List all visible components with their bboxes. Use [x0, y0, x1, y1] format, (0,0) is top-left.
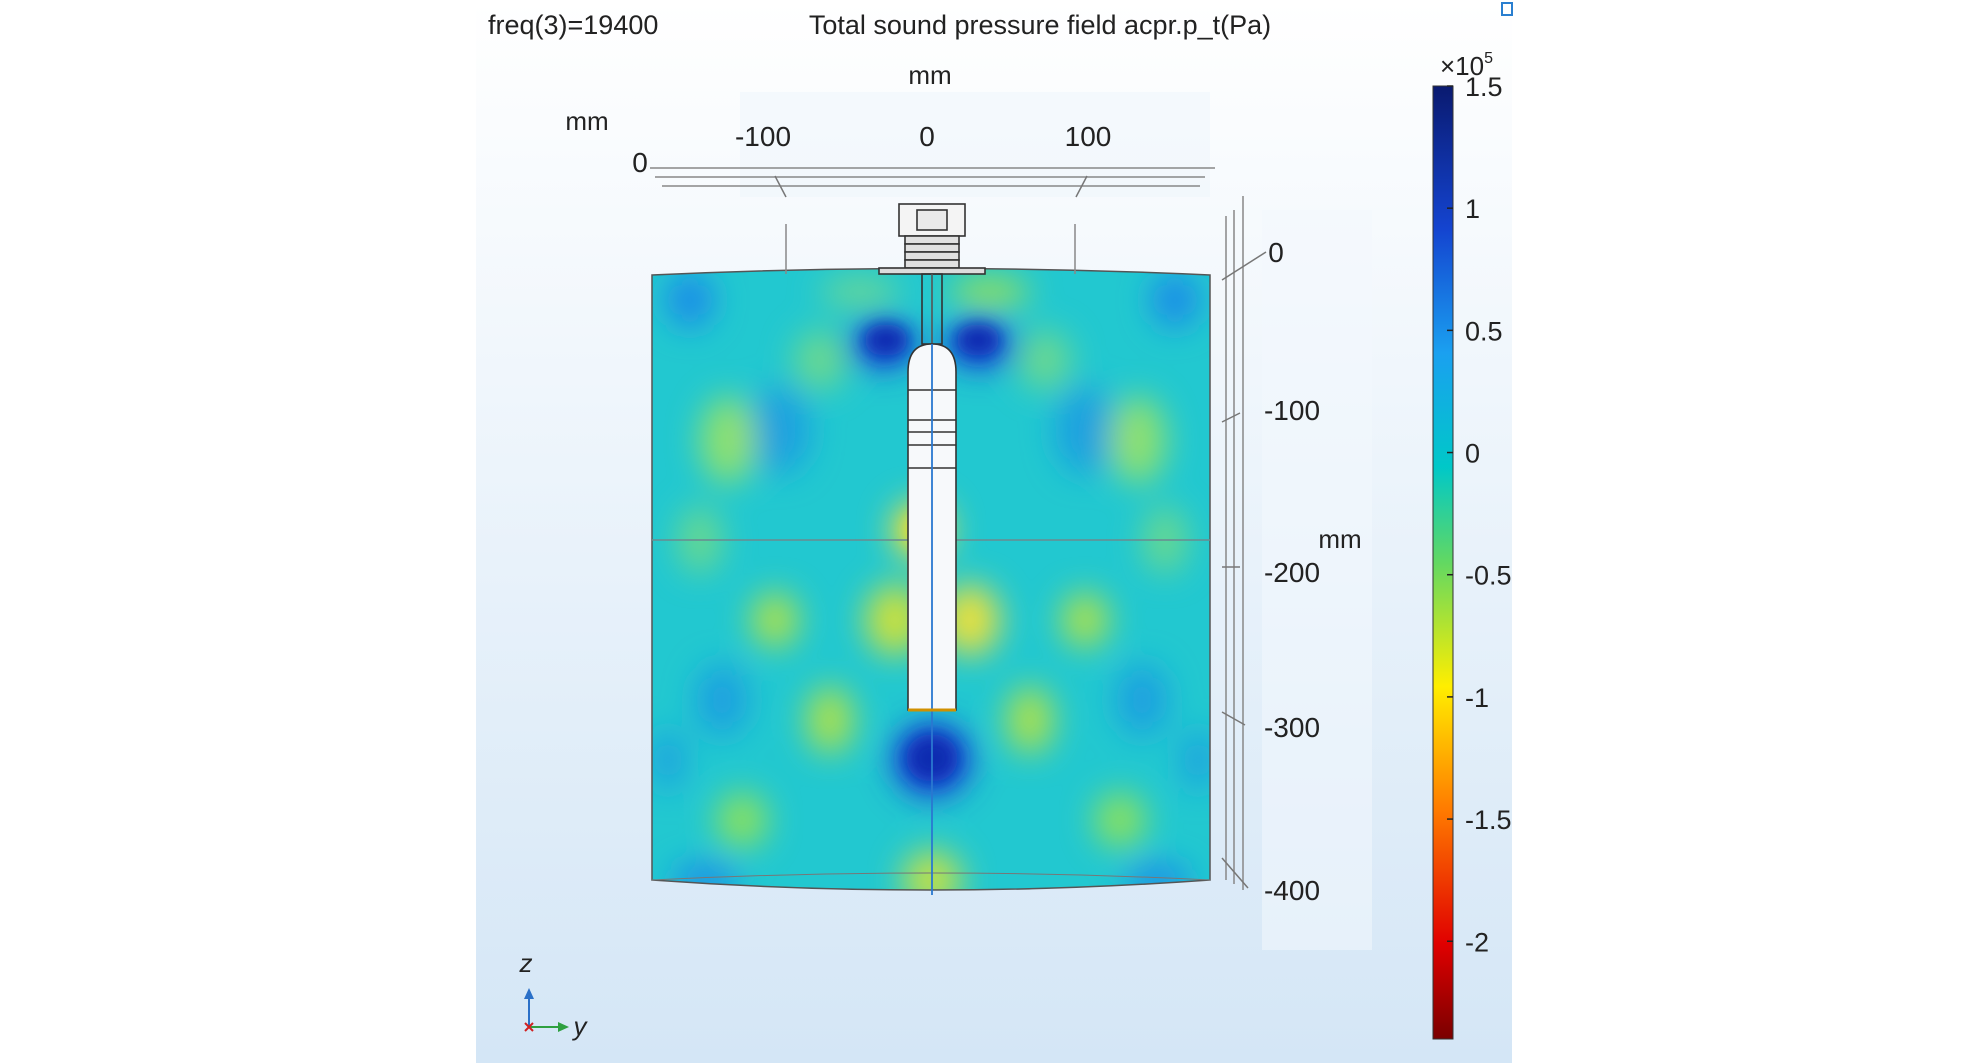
- pressure-blob: [1151, 272, 1199, 328]
- pressure-blob-core: [864, 324, 908, 356]
- y-tick-label: 100: [1065, 121, 1112, 152]
- z-tick-label: -400: [1264, 875, 1320, 906]
- colorbar-tick-label: -1: [1465, 683, 1489, 713]
- freq-label: freq(3)=19400: [488, 10, 658, 40]
- colorbar-tick-label: -2: [1465, 927, 1489, 957]
- pressure-blob: [950, 278, 1030, 306]
- pressure-blob: [1061, 592, 1109, 648]
- pressure-blob: [1006, 686, 1054, 754]
- pressure-blob: [820, 278, 900, 306]
- pressure-blob: [666, 272, 714, 328]
- pressure-blob: [1094, 792, 1146, 848]
- x-tick-label: 0: [632, 147, 648, 178]
- pressure-blob: [716, 792, 768, 848]
- pressure-blob: [794, 330, 846, 390]
- pressure-blob: [696, 664, 748, 736]
- y-axis-unit: mm: [908, 60, 951, 90]
- z-tick-label: -200: [1264, 557, 1320, 588]
- pressure-blob: [1055, 386, 1115, 474]
- colorbar-tick-label: -1.5: [1465, 805, 1512, 835]
- triad-y-label: y: [572, 1011, 589, 1041]
- x-axis-unit: mm: [565, 106, 608, 136]
- colorbar-tick-label: 0.5: [1465, 316, 1503, 346]
- transducer-probe: [878, 203, 986, 895]
- pressure-blob: [1110, 396, 1166, 484]
- pressure-blob: [806, 686, 854, 754]
- pressure-blob: [750, 386, 810, 474]
- pressure-blob: [1116, 664, 1168, 736]
- pressure-blob: [652, 730, 684, 790]
- y-tick-label: 0: [919, 121, 935, 152]
- colorbar-tick-label: 0: [1465, 439, 1480, 469]
- z-axis-unit: mm: [1318, 524, 1361, 554]
- plot-title: Total sound pressure field acpr.p_t(Pa): [809, 10, 1271, 40]
- pressure-blob: [1019, 330, 1071, 390]
- z-tick-label: -100: [1264, 395, 1320, 426]
- y-axis: mm mm -100 0 100 0: [565, 60, 1215, 274]
- colorbar-gradient: [1432, 85, 1454, 1040]
- pressure-blob-core: [956, 324, 1000, 356]
- colorbar: ×105 1.5 1 0.5 0 -0.5 -1 -1.5 -2: [1432, 50, 1512, 1040]
- pressure-blob: [700, 396, 756, 484]
- y-tick-label: -100: [735, 121, 791, 152]
- colorbar-tick-label: 1.5: [1465, 72, 1503, 102]
- colorbar-tick-label: 1: [1465, 194, 1480, 224]
- corner-icon[interactable]: [1501, 2, 1513, 16]
- z-tick-label: 0: [1268, 237, 1284, 268]
- pressure-blob: [751, 592, 799, 648]
- triad-z-label: z: [519, 948, 533, 978]
- pressure-blob: [1182, 730, 1210, 790]
- colorbar-tick-label: -0.5: [1465, 561, 1512, 591]
- z-tick-label: -300: [1264, 712, 1320, 743]
- z-axis: 0 -100 -200 -300 -400 mm: [1221, 196, 1372, 950]
- axis-triad: z y: [519, 948, 589, 1041]
- colorbar-multiplier: ×105: [1440, 50, 1493, 81]
- bottom-rim: [651, 872, 1211, 881]
